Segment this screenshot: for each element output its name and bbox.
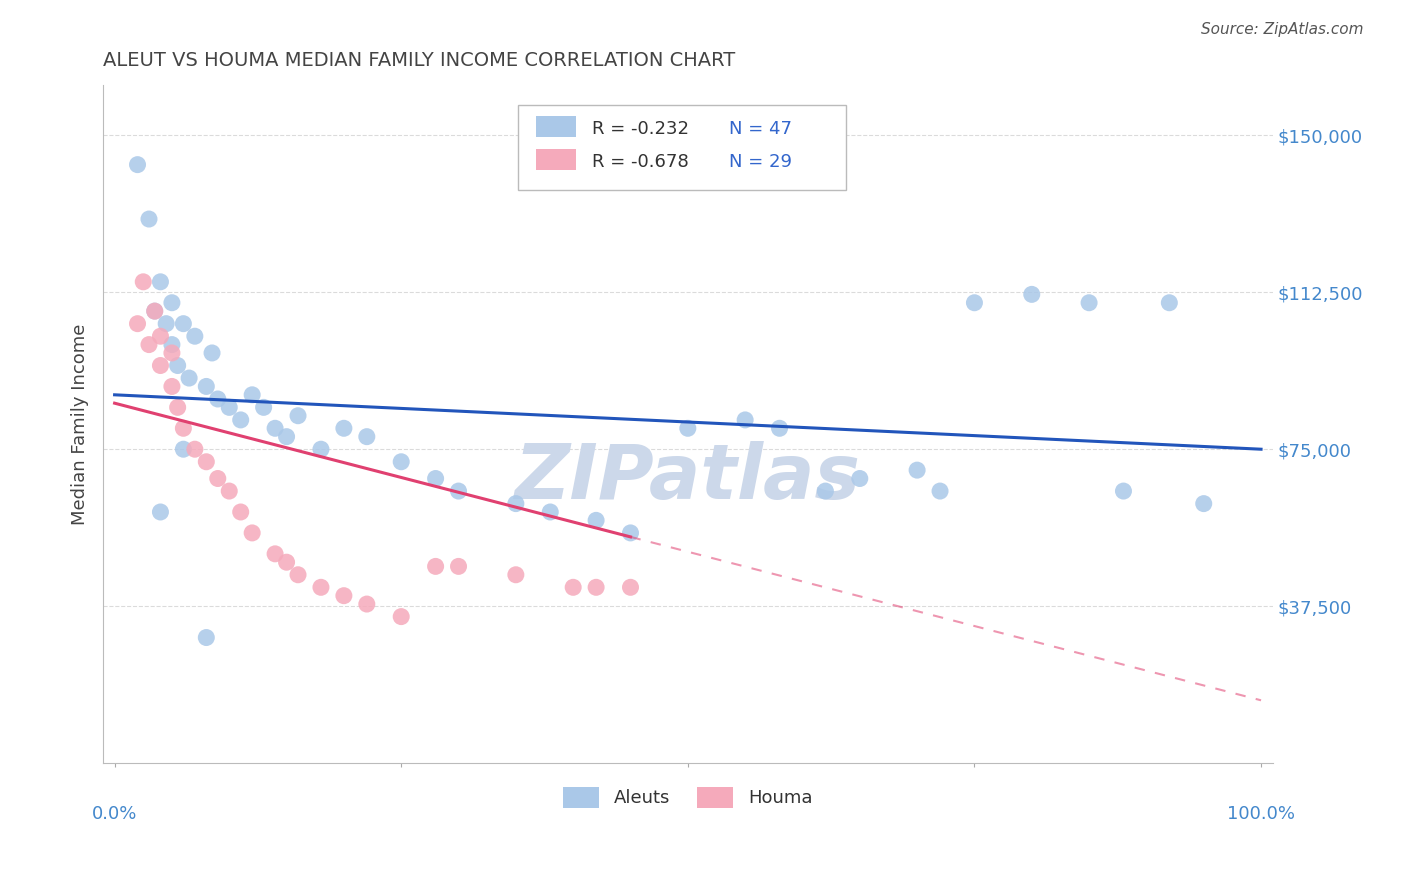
Point — [389, 455, 412, 469]
Point — [172, 442, 194, 457]
Point — [229, 413, 252, 427]
Point — [143, 304, 166, 318]
Point — [166, 359, 188, 373]
Point — [253, 401, 276, 415]
Point — [356, 430, 378, 444]
Point — [160, 379, 183, 393]
Point — [132, 275, 155, 289]
FancyBboxPatch shape — [536, 116, 575, 137]
Point — [356, 597, 378, 611]
Text: Source: ZipAtlas.com: Source: ZipAtlas.com — [1201, 22, 1364, 37]
Point — [619, 580, 641, 594]
Point — [1159, 295, 1181, 310]
Point — [127, 317, 149, 331]
Point — [264, 547, 287, 561]
Point — [929, 484, 952, 499]
Point — [447, 559, 470, 574]
Point — [207, 392, 229, 406]
Legend: Aleuts, Houma: Aleuts, Houma — [555, 780, 820, 815]
Point — [240, 525, 263, 540]
Y-axis label: Median Family Income: Median Family Income — [72, 324, 89, 524]
Point — [201, 346, 224, 360]
Point — [172, 317, 194, 331]
Text: R = -0.678: R = -0.678 — [592, 153, 689, 170]
Point — [1192, 497, 1215, 511]
FancyBboxPatch shape — [519, 105, 845, 190]
Point — [389, 609, 412, 624]
Point — [562, 580, 585, 594]
Point — [585, 580, 607, 594]
Point — [309, 442, 332, 457]
Text: N = 29: N = 29 — [728, 153, 792, 170]
Point — [184, 442, 207, 457]
Point — [619, 525, 641, 540]
Point — [264, 421, 287, 435]
Point — [160, 346, 183, 360]
Text: 100.0%: 100.0% — [1227, 805, 1295, 823]
Text: 0.0%: 0.0% — [91, 805, 138, 823]
Point — [240, 388, 263, 402]
Text: ZIPatlas: ZIPatlas — [515, 442, 860, 516]
Point — [1112, 484, 1135, 499]
Point — [207, 471, 229, 485]
Point — [195, 455, 218, 469]
Point — [425, 471, 447, 485]
Point — [138, 212, 160, 227]
Text: ALEUT VS HOUMA MEDIAN FAMILY INCOME CORRELATION CHART: ALEUT VS HOUMA MEDIAN FAMILY INCOME CORR… — [103, 51, 735, 70]
Point — [195, 379, 218, 393]
Point — [333, 421, 356, 435]
Point — [505, 497, 527, 511]
Point — [149, 505, 172, 519]
Point — [229, 505, 252, 519]
Point — [276, 430, 298, 444]
Point — [138, 337, 160, 351]
Point — [160, 337, 183, 351]
Point — [276, 555, 298, 569]
Point — [849, 471, 872, 485]
Point — [425, 559, 447, 574]
Point — [160, 295, 183, 310]
Point — [179, 371, 201, 385]
Point — [585, 513, 607, 527]
Point — [447, 484, 470, 499]
Point — [768, 421, 790, 435]
Point — [155, 317, 177, 331]
Point — [143, 304, 166, 318]
Point — [676, 421, 699, 435]
Point — [127, 158, 149, 172]
Point — [149, 275, 172, 289]
Point — [149, 359, 172, 373]
Point — [734, 413, 756, 427]
Point — [905, 463, 928, 477]
Point — [538, 505, 561, 519]
Point — [333, 589, 356, 603]
Point — [1078, 295, 1101, 310]
Point — [287, 567, 309, 582]
Point — [814, 484, 837, 499]
FancyBboxPatch shape — [536, 149, 575, 169]
Point — [166, 401, 188, 415]
Point — [218, 484, 240, 499]
Point — [1021, 287, 1043, 301]
Point — [963, 295, 986, 310]
Text: N = 47: N = 47 — [728, 120, 792, 138]
Text: R = -0.232: R = -0.232 — [592, 120, 689, 138]
Point — [172, 421, 194, 435]
Point — [287, 409, 309, 423]
Point — [218, 401, 240, 415]
Point — [149, 329, 172, 343]
Point — [309, 580, 332, 594]
Point — [505, 567, 527, 582]
Point — [184, 329, 207, 343]
Point — [195, 631, 218, 645]
